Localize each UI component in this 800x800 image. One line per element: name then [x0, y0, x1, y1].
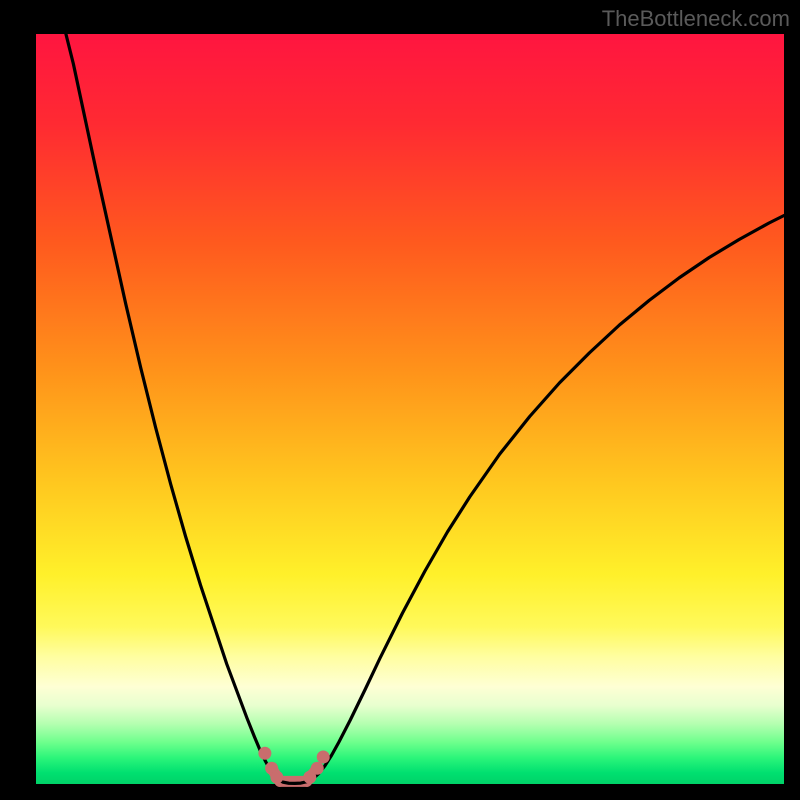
marker-dot — [258, 747, 271, 760]
plot-area — [36, 34, 784, 784]
main-curve — [66, 34, 784, 783]
curve-layer — [36, 34, 784, 784]
watermark-text: TheBottleneck.com — [602, 6, 790, 32]
marker-dot — [311, 762, 324, 775]
marker-dot — [317, 751, 330, 764]
marker-dot — [270, 771, 283, 784]
chart-frame: TheBottleneck.com — [0, 0, 800, 800]
